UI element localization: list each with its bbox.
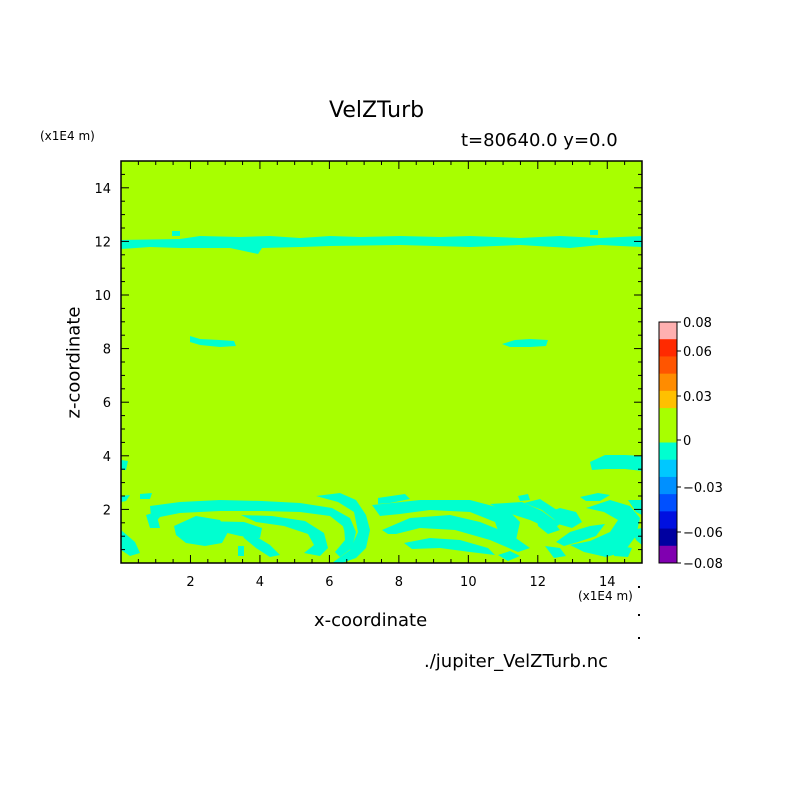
negative-regions bbox=[121, 230, 642, 563]
colorbar-segment bbox=[659, 511, 677, 530]
colorbar-segment bbox=[659, 356, 677, 375]
marker-dot bbox=[638, 614, 640, 616]
colorbar-segment bbox=[659, 476, 677, 495]
swirl bbox=[580, 493, 610, 501]
swirl bbox=[240, 530, 280, 557]
swirl bbox=[632, 528, 642, 545]
swirl bbox=[340, 516, 352, 538]
swirl bbox=[518, 494, 530, 501]
colorbar-label: 0.08 bbox=[683, 316, 712, 331]
chart-title: VelZTurb bbox=[329, 98, 425, 123]
swirl bbox=[121, 530, 140, 556]
colorbar-label: −0.03 bbox=[683, 481, 723, 496]
band-z12-speck bbox=[590, 230, 598, 235]
colorbar-segment bbox=[659, 442, 677, 461]
swirl-arc bbox=[241, 515, 328, 556]
colorbar-segment bbox=[659, 373, 677, 392]
x-tick-label: 6 bbox=[325, 575, 333, 590]
colorbar-label: 0.06 bbox=[683, 345, 712, 360]
swirl-c-left bbox=[316, 493, 370, 563]
colorbar-segment bbox=[659, 390, 677, 409]
x-tick-label: 12 bbox=[530, 575, 547, 590]
source-filename: ./jupiter_VelZTurb.nc bbox=[424, 651, 608, 672]
band-z12 bbox=[121, 236, 642, 254]
y-tick-label: 14 bbox=[94, 182, 111, 197]
patch-right-z8 bbox=[502, 339, 548, 347]
chart-subtitle: t=80640.0 y=0.0 bbox=[461, 130, 618, 151]
colorbar-segment bbox=[659, 408, 677, 426]
colorbar-segment bbox=[659, 494, 677, 512]
swirl bbox=[536, 514, 560, 534]
y-tick-label: 2 bbox=[103, 503, 111, 518]
y-tick-label: 4 bbox=[103, 450, 111, 465]
patch-left-z8 bbox=[190, 336, 236, 347]
swirl bbox=[498, 551, 520, 561]
marker-dot bbox=[638, 586, 640, 588]
y-tick-label: 8 bbox=[103, 343, 111, 358]
colorbar-frame bbox=[658, 321, 678, 564]
swirl bbox=[545, 546, 566, 558]
colorbar-segment bbox=[659, 425, 677, 443]
swirl-upper-left bbox=[150, 500, 356, 557]
swirl bbox=[121, 495, 130, 502]
swirl bbox=[628, 500, 642, 515]
colorbar-segment bbox=[659, 545, 677, 564]
swirl-upper-mid bbox=[372, 500, 520, 540]
swirl bbox=[556, 524, 605, 546]
x-tick-label: 8 bbox=[395, 575, 403, 590]
marker-dot bbox=[638, 637, 640, 639]
x-tick-label: 10 bbox=[460, 575, 477, 590]
x-tick-label: 4 bbox=[256, 575, 264, 590]
y-tick-label: 12 bbox=[94, 235, 111, 250]
swirl bbox=[140, 493, 152, 499]
y-tick-label: 10 bbox=[94, 289, 111, 304]
swirl bbox=[378, 494, 410, 504]
swirl bbox=[614, 545, 632, 557]
x-tick-label: 14 bbox=[599, 575, 616, 590]
colorbar-segment bbox=[659, 528, 677, 547]
field-background bbox=[121, 161, 642, 563]
patch-right-z3.8 bbox=[590, 455, 642, 471]
colorbar-segment bbox=[659, 339, 677, 357]
y-tick-label: 6 bbox=[103, 396, 111, 411]
swirl bbox=[146, 512, 160, 528]
x-tick-label: 2 bbox=[186, 575, 194, 590]
swirl bbox=[238, 546, 244, 556]
colorbar-segment bbox=[659, 459, 677, 478]
patch-left-z3.8 bbox=[121, 460, 128, 470]
colorbar-label: 0.03 bbox=[683, 390, 712, 405]
swirl-right bbox=[570, 500, 640, 557]
swirl bbox=[548, 508, 582, 528]
x-axis-label: x-coordinate bbox=[314, 610, 428, 631]
x-axis-unit: (x1E4 m) bbox=[578, 589, 633, 603]
colorbar-label: −0.08 bbox=[683, 557, 723, 572]
colorbar-segment bbox=[659, 322, 677, 340]
colorbar-label: 0 bbox=[683, 434, 691, 449]
swirl bbox=[404, 538, 495, 555]
band-z12-speck bbox=[172, 231, 180, 236]
swirl-mid bbox=[382, 515, 530, 552]
colorbar-label: −0.06 bbox=[683, 526, 723, 541]
y-axis-unit: (x1E4 m) bbox=[40, 129, 95, 143]
